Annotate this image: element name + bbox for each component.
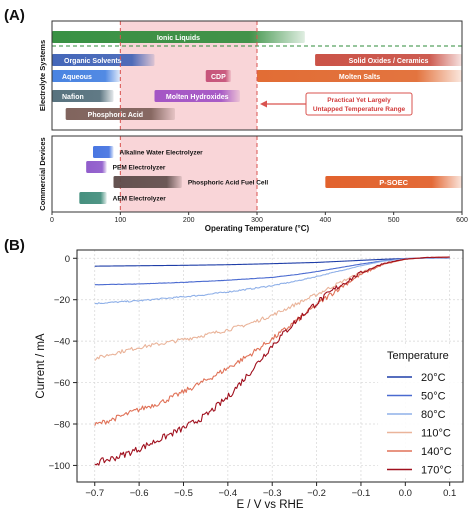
x-tick-label: 200 — [183, 217, 195, 224]
series-line-140-c — [94, 256, 450, 426]
legend-label-50-c: 50°C — [421, 391, 446, 403]
bar-pem-electrolyzer — [86, 161, 107, 173]
panel-a-label: (A) — [4, 7, 25, 24]
panel-b-label: (B) — [4, 237, 25, 254]
legend-label-20-c: 20°C — [421, 372, 446, 384]
bar-label-nafion: Nafion — [62, 94, 84, 101]
x-tick-label: 100 — [114, 217, 126, 224]
bar-organic-solvents — [52, 54, 155, 66]
panel-a-frame — [51, 20, 463, 131]
x-tick-label: 600 — [456, 217, 468, 224]
bar-p-soec — [325, 176, 462, 188]
annotation-arrow-head — [260, 100, 267, 108]
x-tick-label: −0.6 — [130, 488, 149, 499]
y-tick-label: −100 — [49, 461, 70, 472]
highlight-band — [120, 136, 257, 212]
x-axis-label: Operating Temperature (°C) — [205, 224, 310, 233]
bar-phosphoric-acid-fuel-cell — [113, 176, 182, 188]
bar-label-solid-oxides-ceramics: Solid Oxides / Ceramics — [349, 58, 429, 65]
bar-molten-salts — [257, 70, 462, 82]
legend-title: Temperature — [387, 350, 449, 362]
bar-nafion — [52, 90, 114, 102]
bar-label-phosphoric-acid: Phosphoric Acid — [88, 112, 143, 119]
x-tick-label: 400 — [319, 217, 331, 224]
group-label-electrolyte: Electrolyte Systems — [38, 40, 47, 111]
bar-label-aqueous: Aqueous — [62, 74, 92, 81]
legend-label-140-c: 140°C — [421, 446, 452, 458]
x-tick-label: 0.0 — [399, 488, 412, 499]
x-tick-label: 0.1 — [443, 488, 456, 499]
annotation-line-1: Practical Yet Largely — [327, 97, 391, 104]
y-tick-label: −20 — [54, 295, 70, 306]
x-tick-label: −0.3 — [263, 488, 282, 499]
bar-label-molten-salts: Molten Salts — [339, 74, 380, 81]
bar-solid-oxides-ceramics — [315, 54, 462, 66]
x-tick-label: −0.4 — [218, 488, 237, 499]
bar-label-phosphoric-acid-fuel-cell: Phosphoric Acid Fuel Cell — [188, 180, 268, 187]
y-tick-label: −40 — [54, 337, 70, 348]
y-tick-label: −80 — [54, 420, 70, 431]
legend-label-80-c: 80°C — [421, 409, 446, 421]
panel-a: (A) Ionic Liquids Organic Solvents Solid Ox… — [4, 7, 468, 233]
legend-label-110-c: 110°C — [421, 428, 451, 440]
y-tick-label: −60 — [54, 378, 70, 389]
bar-label-ionic-liquids: Ionic Liquids — [157, 35, 200, 42]
bar-cdp — [205, 70, 232, 82]
bar-alkaline-water-electrolyzer — [93, 146, 114, 158]
bar-label-cdp: CDP — [211, 74, 226, 81]
annotation-line-2: Untapped Temperature Range — [313, 106, 406, 113]
legend-label-170-c: 170°C — [421, 465, 452, 477]
bar-label-organic-solvents: Organic Solvents — [64, 58, 122, 65]
bar-label-p-soec: P-SOEC — [379, 178, 408, 187]
bar-label-aem-electrolyzer: AEM Electrolyzer — [113, 196, 167, 203]
x-tick-label: 500 — [388, 217, 400, 224]
legend-box — [378, 344, 460, 478]
x-tick-label: 300 — [251, 217, 263, 224]
bar-label-alkaline-water-electrolyzer: Alkaline Water Electrolyzer — [120, 150, 204, 157]
plot-frame — [76, 249, 464, 483]
series-line-20-c — [94, 257, 450, 267]
bar-ionic-liquids — [52, 31, 305, 43]
x-axis-label: E / V vs RHE — [236, 499, 303, 511]
group-label-commercial: Commercial Devices — [38, 137, 47, 210]
bar-label-pem-electrolyzer: PEM Electrolyzer — [113, 165, 166, 172]
bar-aem-electrolyzer — [79, 192, 107, 204]
bar-molten-hydroxides — [154, 90, 240, 102]
x-tick-label: −0.7 — [85, 488, 104, 499]
panel-b: (B) −0.7 −0.6 −0.5 −0.4 −0.3 −0.2 −0.1 0.0 0.1 0 −2… — [4, 237, 464, 511]
x-tick-label: −0.5 — [174, 488, 193, 499]
bar-aqueous — [52, 70, 121, 82]
bar-label-molten-hydroxides: Molten Hydroxides — [166, 94, 229, 101]
y-axis-label: Current / mA — [35, 333, 47, 399]
x-tick-label: −0.2 — [307, 488, 326, 499]
series-line-170-c — [94, 256, 450, 466]
y-tick-label: 0 — [65, 254, 70, 265]
x-tick-label: 0 — [50, 217, 54, 224]
series-line-80-c — [94, 256, 450, 305]
x-tick-label: −0.1 — [352, 488, 371, 499]
